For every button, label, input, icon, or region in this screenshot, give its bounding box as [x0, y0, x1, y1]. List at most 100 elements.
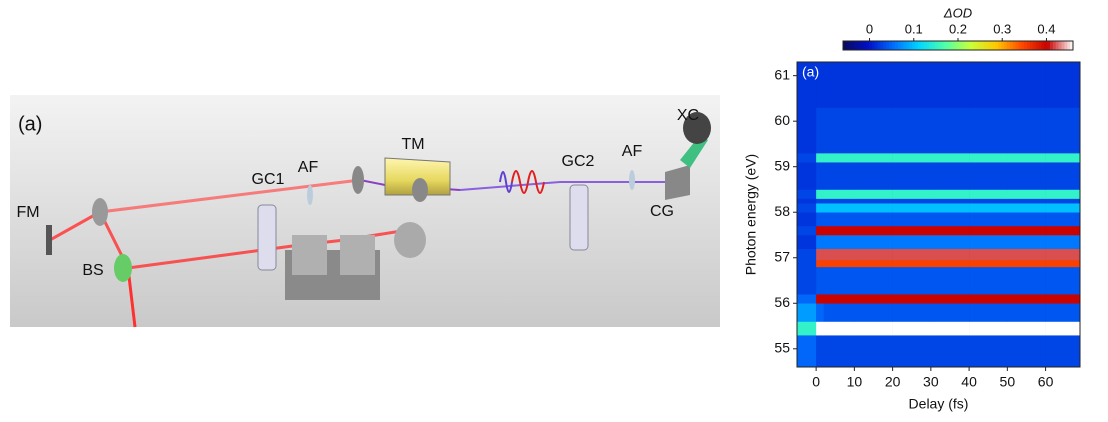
colorbar-tick-label: 0	[866, 21, 873, 36]
heatmap-cell	[824, 226, 855, 235]
colorbar-swatch	[872, 41, 875, 50]
heatmap-cell	[824, 162, 855, 190]
colorbar-swatch	[935, 41, 938, 50]
y-tick-label: 57	[774, 248, 790, 264]
heatmap-cell	[854, 62, 893, 108]
x-axis-title: Delay (fs)	[909, 396, 969, 412]
heatmap-cell	[1046, 203, 1081, 212]
x-tick-label: 10	[847, 374, 863, 390]
colorbar-swatch	[961, 41, 964, 50]
panel-label: (a)	[18, 113, 42, 135]
colorbar-swatch	[857, 41, 860, 50]
colorbar-swatch	[860, 41, 863, 50]
y-tick-label: 61	[774, 66, 790, 82]
colorbar-tick-label: 0.4	[1037, 21, 1055, 36]
heatmap-cell	[797, 294, 816, 303]
heatmap-cell	[893, 303, 932, 322]
y-tick-label: 56	[774, 294, 790, 310]
colorbar-swatch	[938, 41, 941, 50]
heatmap-cell	[854, 199, 893, 204]
colorbar-swatch	[926, 41, 929, 50]
heatmap-cell	[1007, 203, 1046, 212]
component-label: TM	[401, 136, 424, 153]
colorbar-swatch	[990, 41, 993, 50]
colorbar-swatch	[993, 41, 996, 50]
heatmap-cell	[931, 249, 970, 261]
heatmap-cell	[797, 203, 816, 212]
component-label: XC	[677, 107, 699, 124]
colorbar-swatch	[1013, 41, 1016, 50]
colorbar-swatch	[1050, 41, 1053, 50]
component-label: AF	[298, 159, 319, 176]
heatmap-cell	[1007, 235, 1046, 249]
colorbar-swatch	[903, 41, 906, 50]
heatmap-cell	[969, 235, 1008, 249]
colorbar-swatch	[912, 41, 915, 50]
heatmap-cell	[816, 108, 824, 154]
colorbar-swatch	[1021, 41, 1024, 50]
colorbar-swatch	[909, 41, 912, 50]
heatmap-cell	[931, 199, 970, 204]
colorbar-swatch	[855, 41, 858, 50]
colorbar-swatch	[898, 41, 901, 50]
heatmap-cell	[797, 199, 816, 204]
heatmap-cell	[1007, 162, 1046, 190]
heatmap-cell	[893, 199, 932, 204]
heatmap-cell	[893, 203, 932, 212]
heatmap-cell	[1007, 199, 1046, 204]
heatmap-cell	[824, 153, 855, 162]
heatmap-cell	[931, 203, 970, 212]
heatmap-cell	[969, 321, 1008, 335]
heatmap-cell	[1007, 260, 1046, 267]
x-tick-label: 0	[812, 374, 820, 390]
heatmap-cell	[931, 212, 970, 226]
heatmap-cell	[969, 203, 1008, 212]
x-tick-label: 40	[961, 374, 977, 390]
heatmap-cell	[854, 189, 893, 198]
heatmap-cell	[816, 203, 824, 212]
heatmap-cell	[824, 335, 855, 367]
heatmap-cell	[969, 267, 1008, 295]
heatmap-cell	[893, 321, 932, 335]
colorbar-swatch	[987, 41, 990, 50]
heatmap-cell	[1046, 153, 1081, 162]
heatmap-cell	[969, 153, 1008, 162]
heatmap-cell	[893, 267, 932, 295]
colorbar-swatch	[918, 41, 921, 50]
heatmap-cell	[1046, 235, 1081, 249]
heatmap-cell	[1046, 189, 1081, 198]
heatmap-cell	[816, 189, 824, 198]
colorbar-swatch	[1056, 41, 1059, 50]
heatmap-cell	[969, 189, 1008, 198]
colorbar-swatch	[875, 41, 878, 50]
heatmap-cell	[1046, 212, 1081, 226]
x-tick-label: 50	[1000, 374, 1016, 390]
heatmap-cell	[931, 108, 970, 154]
heatmap-cell	[931, 153, 970, 162]
heatmap-cell	[1007, 303, 1046, 322]
heatmap-cell	[893, 249, 932, 261]
colorbar-swatch	[1027, 41, 1030, 50]
heatmap-cell	[816, 212, 824, 226]
heatmap-cell	[797, 235, 816, 249]
heatmap-cell	[931, 189, 970, 198]
heatmap-cell	[969, 62, 1008, 108]
heatmap-cell	[854, 203, 893, 212]
heatmap-cell	[931, 303, 970, 322]
heatmap-cell	[797, 212, 816, 226]
heatmap-cell	[1007, 62, 1046, 108]
heatmap-cell	[969, 249, 1008, 261]
heatmap-cell	[893, 153, 932, 162]
colorbar-swatch	[964, 41, 967, 50]
colorbar-swatch	[1004, 41, 1007, 50]
colorbar-swatch	[1062, 41, 1065, 50]
heatmap-cell	[931, 294, 970, 303]
colorbar-swatch	[1047, 41, 1050, 50]
heatmap-cell	[1007, 189, 1046, 198]
x-tick-label: 60	[1038, 374, 1054, 390]
heatmap-cell	[1007, 335, 1046, 367]
colorbar-swatch	[924, 41, 927, 50]
heatmap-cell	[854, 226, 893, 235]
heatmap-cell	[1046, 294, 1081, 303]
colorbar-swatch	[967, 41, 970, 50]
